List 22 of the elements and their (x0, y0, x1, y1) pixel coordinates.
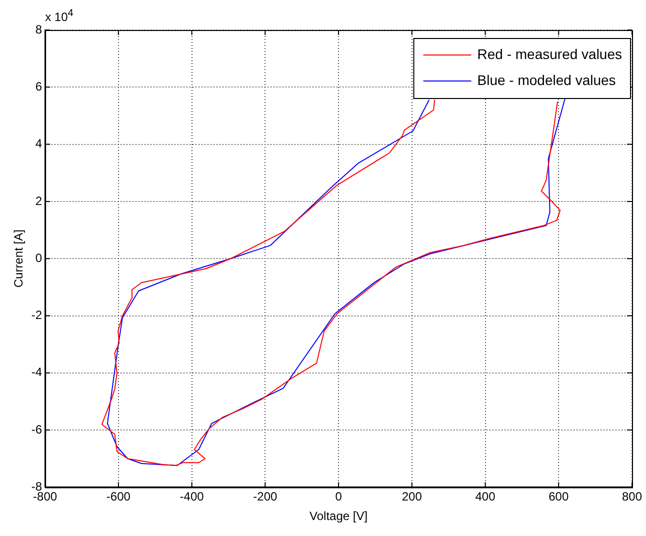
y-tick-label: 8 (35, 22, 42, 36)
y-tick-label: 2 (35, 194, 42, 208)
legend-label: Blue - modeled values (477, 72, 616, 88)
x-tick-label: 400 (475, 490, 496, 504)
y-tick-label: -6 (31, 422, 42, 436)
x-axis-title: Voltage [V] (310, 509, 368, 524)
legend-label: Red - measured values (477, 46, 622, 62)
x-tick-label: -600 (106, 490, 131, 504)
y-axis-title: Current [A] (12, 230, 26, 288)
y-tick-label: 0 (35, 250, 42, 265)
x-tick-label: -200 (253, 490, 278, 504)
y-tick-label: -2 (31, 308, 42, 322)
x-tick-label: 0 (335, 490, 342, 504)
y-tick-label: 6 (35, 79, 42, 94)
text: x 10$^{4}$ (45, 8, 74, 24)
x-tick-label: -800 (33, 490, 58, 504)
y-tick-label: 4 (35, 136, 42, 151)
x-tick-label: 600 (548, 490, 569, 504)
x-tick-label: -400 (180, 490, 204, 504)
x-tick-label: 200 (402, 490, 422, 504)
x-tick-label: 800 (622, 490, 642, 504)
y-tick-label: -4 (31, 365, 42, 380)
